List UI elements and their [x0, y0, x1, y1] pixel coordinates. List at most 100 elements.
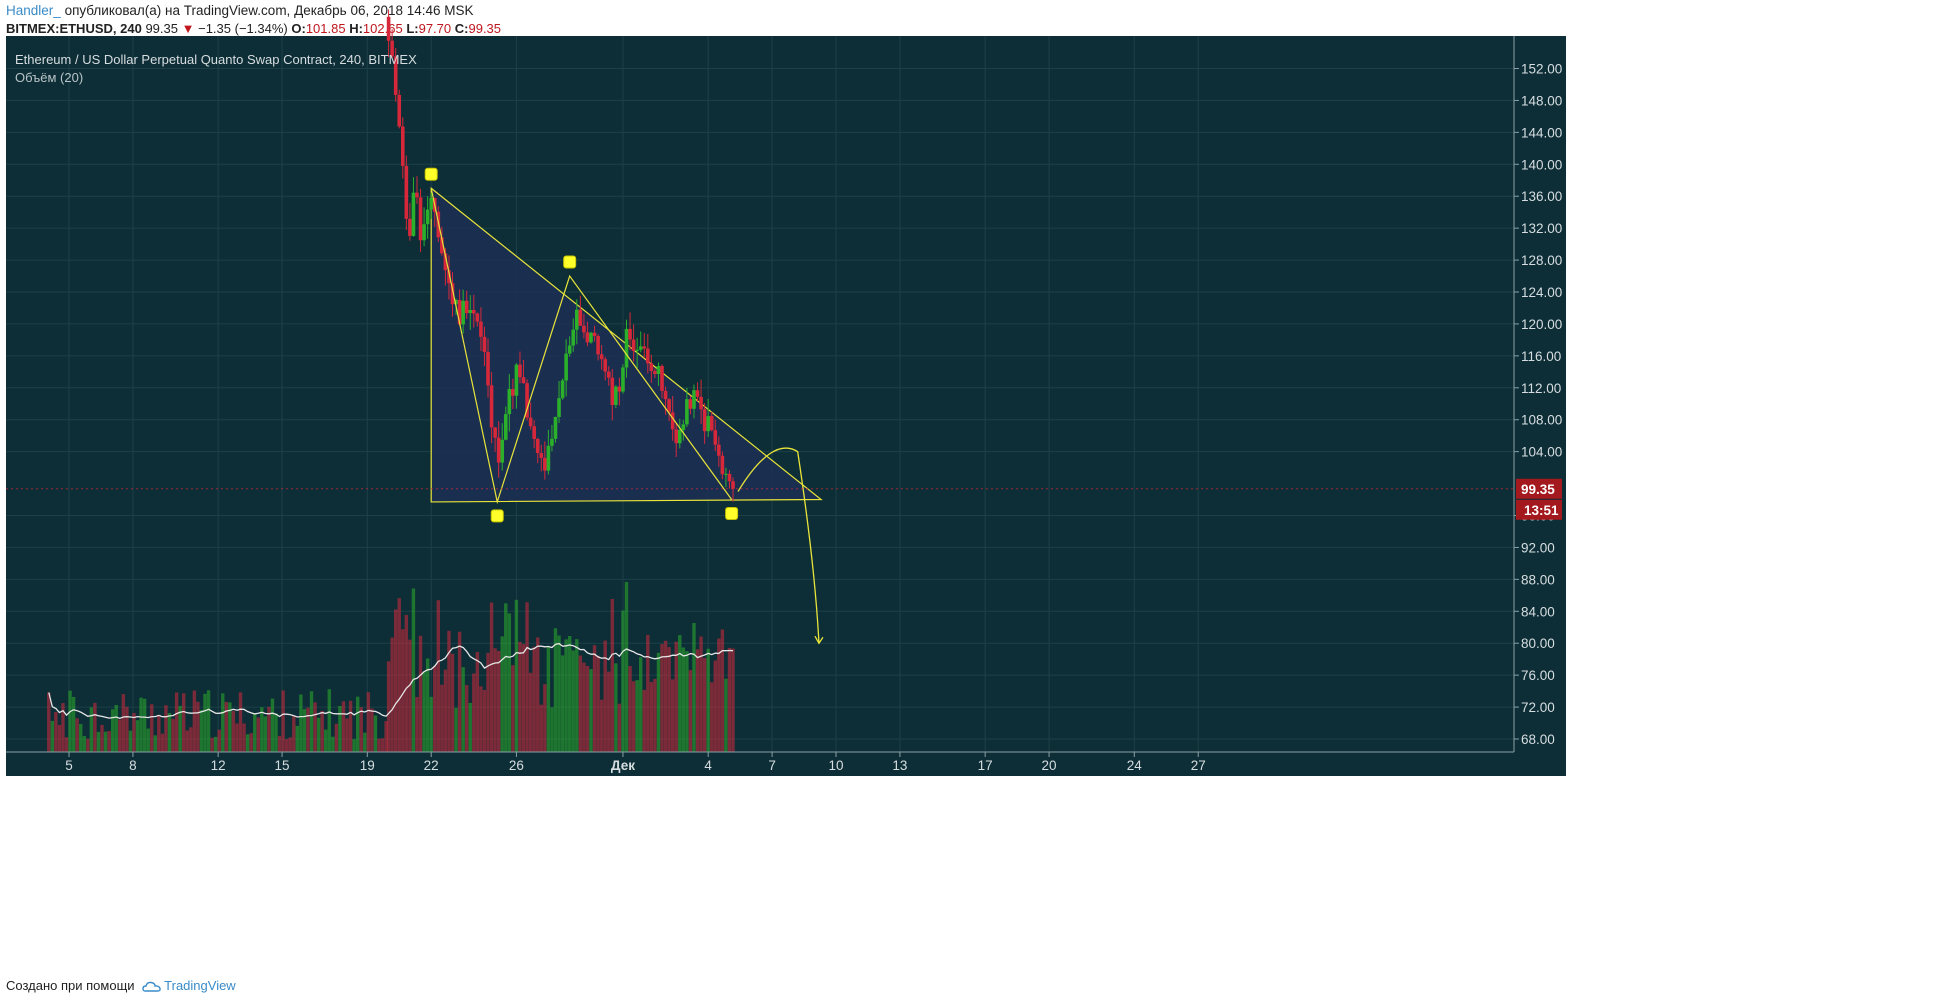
volume-bar: [543, 684, 547, 752]
author-link[interactable]: Handler_: [6, 3, 61, 18]
pattern-point-handle[interactable]: [725, 507, 739, 521]
candle-body: [457, 299, 462, 325]
volume-bar: [320, 710, 324, 752]
time-tick-label: 10: [828, 758, 843, 773]
time-axis[interactable]: [6, 752, 1566, 776]
pattern-zigzag[interactable]: [430, 188, 733, 505]
candle-body: [724, 473, 728, 475]
last-price-badge-label: 99.35: [1521, 482, 1555, 497]
volume-bar: [433, 666, 437, 752]
price-axis[interactable]: [1514, 36, 1566, 752]
volume-bar: [107, 731, 111, 752]
plot-area[interactable]: [6, 36, 1514, 752]
volume-bar: [270, 698, 275, 752]
candle-body: [557, 398, 561, 417]
candle-body: [397, 94, 402, 127]
candle-body: [670, 412, 675, 430]
volume-bar: [103, 731, 108, 752]
volume-bar: [393, 609, 398, 752]
volume-bar: [82, 736, 86, 752]
volume-bar: [100, 724, 104, 752]
close-label: C:: [454, 21, 469, 36]
pattern-point-handle[interactable]: [424, 167, 438, 181]
volume-bar: [171, 718, 175, 752]
volume-bar: [363, 732, 367, 752]
volume-bar: [295, 725, 300, 752]
volume-bar: [443, 669, 448, 752]
candle-body: [582, 325, 586, 333]
volume-bar: [582, 662, 586, 752]
candle-body: [589, 332, 593, 343]
volume-bar: [281, 690, 285, 752]
time-tick-label: 7: [768, 758, 776, 773]
candle-body: [489, 385, 494, 428]
open-label: O:: [291, 21, 306, 36]
volume-bar: [267, 706, 271, 752]
candle-body: [393, 56, 398, 95]
volume-bar: [284, 739, 289, 752]
volume-ma-line: [48, 642, 734, 719]
candle-body: [415, 192, 419, 198]
candle-body: [635, 349, 639, 351]
volume-bar: [440, 684, 444, 752]
tradingview-link[interactable]: TradingView: [164, 978, 236, 993]
price-tick-label: 108.00: [1521, 413, 1562, 428]
volume-bar: [142, 698, 147, 752]
volume-bar: [702, 657, 707, 752]
volume-bar: [277, 735, 282, 752]
candle-body: [479, 321, 483, 337]
candle-body: [660, 365, 664, 391]
volume-bar: [411, 588, 416, 752]
price-tick-label: 116.00: [1521, 349, 1561, 364]
candle-body: [528, 417, 533, 427]
volume-bar: [185, 730, 189, 752]
volume-bar: [309, 691, 314, 752]
volume-bar: [348, 700, 353, 752]
volume-bar: [125, 706, 129, 752]
volume-bar: [724, 678, 728, 752]
volume-bar: [461, 667, 465, 752]
volume-bar: [475, 652, 480, 752]
candle-body: [574, 309, 579, 330]
candle-body: [454, 299, 458, 305]
volume-bar: [118, 719, 122, 752]
volume-bar: [639, 657, 643, 752]
volume-bar: [174, 692, 179, 752]
price-tick-label: 132.00: [1521, 221, 1562, 236]
candle-body: [631, 339, 636, 351]
volume-bar: [525, 602, 529, 752]
volume-bar: [489, 602, 494, 752]
candle-body: [461, 300, 465, 325]
volume-bar: [528, 672, 533, 752]
volume-bar: [210, 737, 214, 752]
volume-bar: [331, 736, 335, 752]
candle-body: [571, 329, 576, 346]
volume-bar: [688, 670, 693, 752]
candle-body: [411, 192, 416, 236]
volume-bar: [628, 666, 632, 752]
volume-bar: [306, 707, 310, 752]
price-tick-label: 84.00: [1521, 604, 1555, 619]
made-with-text: Создано при помощи: [6, 978, 135, 993]
time-tick-label: 13: [892, 758, 907, 773]
volume-bar: [731, 648, 735, 752]
price-tick-label: 144.00: [1521, 125, 1562, 140]
candle-body: [546, 445, 551, 471]
volume-bar: [249, 733, 253, 752]
candle-body: [653, 371, 657, 375]
candle-body: [709, 416, 714, 431]
candle-body: [525, 383, 529, 418]
volume-bar: [61, 703, 65, 752]
time-axis-ticks: 5 8 12 15 19 22 26 Дек 4 7 10 13 17 20 24 27: [6, 751, 1514, 773]
projection-arrow[interactable]: [737, 447, 820, 644]
volume-bar: [292, 716, 296, 752]
volume-bar: [50, 720, 55, 752]
legend-volume[interactable]: Объём (20): [15, 70, 83, 85]
pattern-point-handle[interactable]: [490, 509, 504, 523]
volume-bar: [681, 647, 686, 752]
volume-bar: [299, 694, 303, 752]
pattern-point-handle[interactable]: [563, 255, 577, 269]
volume-bar: [699, 636, 703, 752]
pattern-drawings[interactable]: [424, 167, 824, 645]
